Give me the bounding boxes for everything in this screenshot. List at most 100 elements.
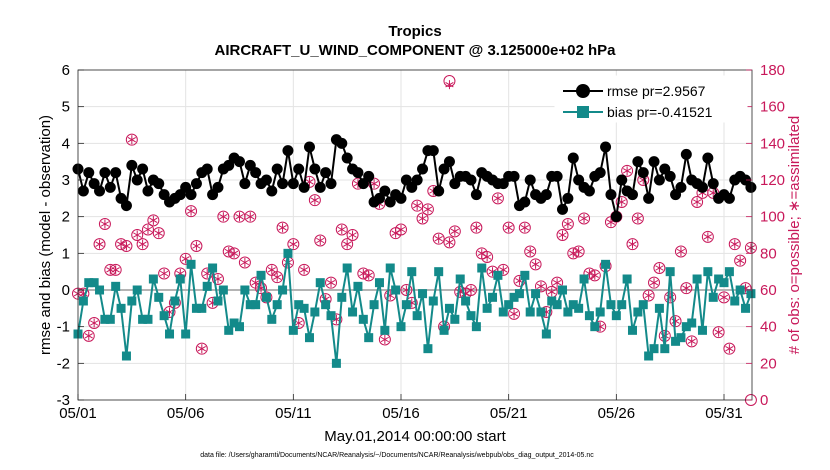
obs-assimilated-point: [186, 206, 196, 216]
rmse-point: [77, 185, 89, 197]
obs-assimilated-point: [127, 135, 136, 145]
bias-point: [218, 285, 228, 295]
bias-point: [450, 314, 460, 324]
rmse-point: [212, 181, 224, 193]
obs-assimilated-point: [84, 331, 93, 341]
rmse-point: [470, 189, 482, 201]
obs-assimilated-point: [682, 283, 691, 293]
y2-axis-label: # of obs: o=possible; ∗=assimilated: [786, 116, 803, 355]
rmse-point: [567, 152, 579, 164]
bias-point: [558, 285, 568, 295]
bias-point: [202, 281, 212, 291]
obs-assimilated-point: [504, 223, 513, 233]
rmse-point: [239, 178, 251, 190]
obs-assimilated-point: [149, 215, 158, 225]
obs-assimilated-point: [343, 239, 352, 249]
obs-possible-point: [271, 271, 284, 284]
obs-assimilated-point: [622, 166, 632, 176]
x-tick-label: 05/16: [382, 405, 420, 422]
obs-assimilated-point: [143, 225, 153, 234]
bias-point: [455, 274, 465, 284]
obs-possible-point: [481, 251, 494, 263]
bias-point: [681, 322, 691, 332]
rmse-point: [120, 200, 132, 212]
rmse-point: [379, 185, 391, 197]
obs-assimilated-point: [450, 226, 459, 236]
rmse-point: [320, 167, 332, 179]
obs-possible-point: [308, 194, 321, 207]
obs-assimilated-point: [574, 247, 583, 256]
bias-point: [374, 278, 384, 288]
bias-point: [493, 270, 503, 280]
obs-possible-point: [674, 245, 687, 258]
rmse-point: [201, 163, 213, 175]
legend: rmse pr=2.9567 bias pr=-0.41521: [554, 75, 748, 123]
rmse-point: [653, 174, 665, 186]
x-tick-label: 05/06: [167, 405, 205, 422]
obs-possible-point: [572, 245, 585, 258]
obs-assimilated-point: [90, 318, 99, 328]
obs-assimilated-point: [337, 225, 346, 234]
bias-point: [423, 344, 433, 354]
obs-assimilated-point: [278, 223, 287, 233]
bias-point: [186, 259, 196, 269]
obs-assimilated-point: [509, 309, 519, 319]
rmse-point: [557, 203, 569, 215]
bias-point: [412, 311, 422, 321]
bias-point: [278, 285, 288, 295]
rmse-point: [519, 196, 531, 208]
x-tick-label: 05/26: [598, 405, 636, 422]
obs-possible-point: [195, 342, 208, 355]
obs-possible-point: [98, 218, 111, 230]
obs-possible-point: [120, 240, 133, 252]
obs-assimilated-point: [526, 247, 535, 256]
bias-point: [660, 344, 670, 354]
rmse-point: [314, 181, 326, 193]
obs-assimilated-point: [122, 241, 131, 251]
obs-possible-point: [400, 284, 413, 296]
bias-point: [240, 285, 250, 295]
obs-possible-point: [244, 210, 257, 223]
bias-point: [154, 292, 164, 302]
obs-possible-point: [395, 223, 408, 236]
rmse-point: [664, 170, 676, 182]
obs-possible-point: [728, 238, 741, 251]
obs-assimilated-point: [703, 232, 713, 242]
obs-assimilated-point: [273, 272, 282, 282]
obs-possible-point: [276, 221, 289, 234]
rmse-point: [234, 156, 246, 168]
bias-point: [229, 318, 239, 328]
y-tick-label: -1: [57, 319, 70, 336]
obs-assimilated-point: [520, 223, 529, 233]
bias-point: [191, 303, 201, 313]
y-tick-label: 2: [62, 209, 70, 226]
bias-point: [181, 329, 191, 339]
rmse-point: [190, 178, 202, 190]
obs-possible-point: [691, 196, 704, 208]
obs-possible-point: [255, 282, 268, 295]
obs-assimilated-point: [719, 292, 729, 302]
y2-tick-label: 160: [760, 99, 785, 116]
obs-possible-point: [411, 199, 424, 212]
bias-point: [514, 289, 524, 299]
rmse-point: [723, 192, 735, 204]
obs-possible-point: [518, 221, 531, 234]
bias-point: [138, 314, 148, 324]
bias-point: [127, 296, 137, 306]
obs-assimilated-point: [676, 247, 686, 256]
y2-tick-label: 80: [760, 245, 777, 262]
obs-assimilated-point: [418, 214, 427, 223]
bias-point: [358, 314, 368, 324]
rmse-point: [94, 185, 106, 197]
obs-possible-point: [158, 267, 171, 280]
bias-point: [111, 281, 121, 291]
obs-assimilated-point: [445, 80, 454, 90]
obs-possible-point: [561, 218, 574, 230]
rmse-point: [363, 170, 375, 182]
rmse-point: [293, 163, 305, 175]
obs-possible-point: [497, 263, 510, 276]
x-axis: 05/01 05/06 05/11 05/16 05/21 05/26 05/31: [59, 394, 743, 422]
bias-point: [622, 274, 632, 284]
bias-point: [488, 292, 498, 302]
obs-possible-point: [723, 342, 736, 355]
